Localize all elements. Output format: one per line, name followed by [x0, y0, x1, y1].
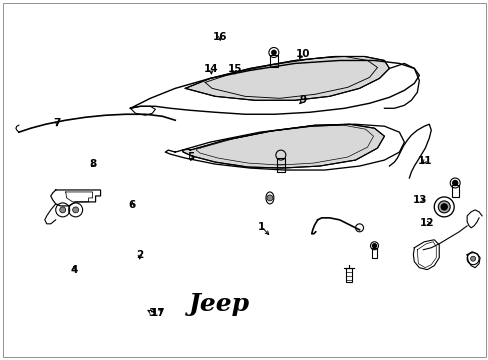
Text: 8: 8	[90, 159, 97, 169]
Circle shape	[440, 204, 447, 210]
Bar	[276, 158, 285, 172]
Text: 15: 15	[227, 64, 242, 74]
Text: 4: 4	[70, 265, 78, 275]
Text: 9: 9	[299, 95, 306, 105]
Bar	[451, 185, 458, 197]
Text: 11: 11	[417, 156, 431, 166]
Circle shape	[372, 244, 376, 248]
Text: 2: 2	[136, 250, 143, 260]
Circle shape	[437, 201, 449, 213]
Polygon shape	[182, 124, 384, 168]
Text: 13: 13	[412, 195, 426, 205]
Text: 14: 14	[203, 64, 218, 74]
Text: 6: 6	[128, 200, 136, 210]
Text: 1: 1	[257, 222, 264, 231]
Text: 17: 17	[150, 308, 165, 318]
Circle shape	[469, 256, 475, 261]
Text: 16: 16	[212, 32, 227, 41]
Text: Jeep: Jeep	[188, 292, 249, 316]
Circle shape	[271, 50, 276, 55]
Circle shape	[73, 207, 79, 213]
Bar	[371, 248, 377, 258]
Text: 10: 10	[295, 49, 309, 59]
Text: 7: 7	[53, 118, 61, 128]
Polygon shape	[185, 57, 388, 100]
Text: 3: 3	[148, 308, 155, 318]
Circle shape	[60, 207, 65, 213]
Circle shape	[266, 195, 272, 201]
Circle shape	[452, 180, 457, 185]
Text: 5: 5	[187, 152, 194, 162]
Bar	[269, 55, 277, 67]
Bar	[345, 268, 351, 282]
Text: 12: 12	[419, 218, 433, 228]
